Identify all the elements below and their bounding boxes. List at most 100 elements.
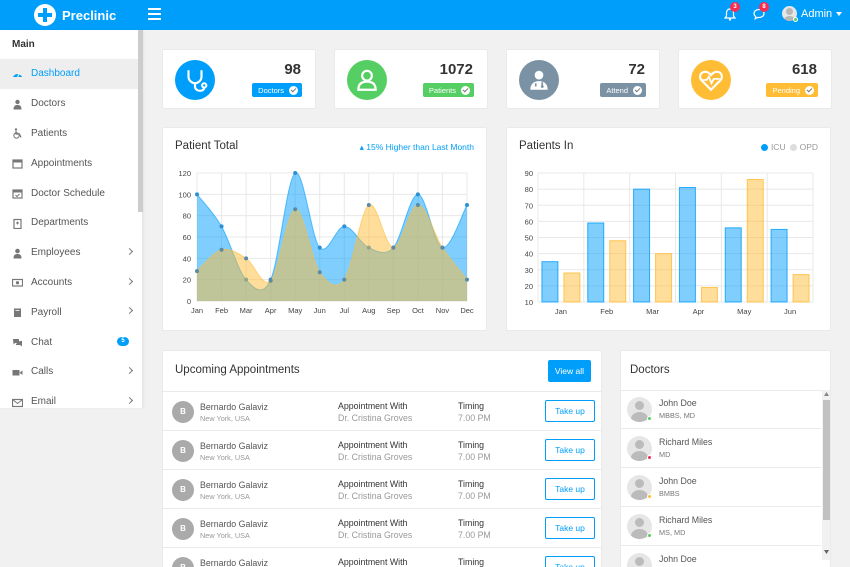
- doctor-name: Richard Miles: [659, 515, 713, 525]
- brand-logo[interactable]: Preclinic: [34, 4, 116, 26]
- stat-card-patients: 1072 Patients: [334, 49, 488, 109]
- take-up-button[interactable]: Take up: [545, 400, 595, 422]
- heartbeat-icon: [691, 60, 731, 100]
- y-tick-label: 60: [183, 233, 191, 242]
- doctor-degree: MBBS, MD: [659, 411, 696, 420]
- list-item[interactable]: Richard Miles MD: [621, 429, 821, 468]
- x-tick-label: Jun: [314, 306, 326, 315]
- take-up-button[interactable]: Take up: [545, 556, 595, 567]
- appointments-title: Upcoming Appointments: [175, 364, 300, 376]
- bar-icu: [587, 222, 605, 303]
- patient-location: New York, USA: [200, 492, 250, 501]
- bar-opd: [746, 178, 764, 303]
- series-0-point: [293, 171, 298, 175]
- sidebar-section-title: Main: [12, 39, 35, 50]
- bar-icu: [770, 228, 788, 303]
- bar-opd: [655, 253, 673, 303]
- chevron-right-icon: [125, 366, 134, 375]
- doctor-name: Richard Miles: [659, 437, 713, 447]
- timing-label: Timing: [458, 440, 485, 450]
- stat-value: 98: [284, 61, 301, 78]
- sidebar-item-email[interactable]: Email: [0, 387, 142, 408]
- list-item[interactable]: John Doe: [621, 546, 821, 567]
- bar-opd: [609, 240, 627, 303]
- x-tick-label: Mar: [646, 307, 659, 316]
- sidebar-scrollbar[interactable]: [138, 30, 143, 212]
- sidebar-item-chat[interactable]: Chat 5: [0, 327, 142, 357]
- sidebar-item-accounts[interactable]: Accounts: [0, 268, 142, 298]
- view-all-button[interactable]: View all: [547, 360, 591, 382]
- sidebar-item-label: Payroll: [31, 306, 62, 318]
- take-up-button[interactable]: Take up: [545, 478, 595, 500]
- series-1-point: [391, 245, 396, 250]
- sidebar-item-label: Calls: [31, 366, 54, 378]
- take-up-button[interactable]: Take up: [545, 517, 595, 539]
- stat-value: 72: [628, 61, 645, 78]
- timing-label: Timing: [458, 518, 485, 528]
- doctor-avatar-icon: [519, 60, 559, 100]
- sidebar-item-departments[interactable]: Departments: [0, 208, 142, 238]
- x-tick-label: Mar: [240, 306, 253, 315]
- scroll-down-arrow-icon[interactable]: [823, 549, 830, 555]
- sidebar-item-label: Doctors: [31, 98, 66, 110]
- series-1-point: [244, 256, 249, 261]
- patient-name: Bernardo Galaviz: [200, 441, 268, 451]
- sidebar-item-dashboard[interactable]: Dashboard: [0, 59, 142, 89]
- y-tick-label: 20: [525, 282, 533, 291]
- sidebar-item-label: Appointments: [31, 157, 93, 169]
- patient-location: New York, USA: [200, 453, 250, 462]
- table-row: B Bernardo Galaviz New York, USA Appointmen…: [163, 470, 601, 509]
- status-dot: [647, 416, 652, 421]
- appointment-doctor: Dr. Cristina Groves: [338, 452, 413, 462]
- higher-note-text: 15% Higher than Last Month: [366, 142, 474, 152]
- patient-location: New York, USA: [200, 414, 250, 423]
- y-tick-label: 30: [525, 266, 533, 275]
- avatar: B: [172, 440, 194, 462]
- sidebar-item-calls[interactable]: Calls: [0, 357, 142, 387]
- scroll-up-arrow-icon[interactable]: [823, 391, 830, 397]
- x-tick-label: Feb: [215, 306, 228, 315]
- series-1-point: [366, 203, 371, 207]
- sidebar-item-label: Chat: [31, 336, 53, 348]
- x-tick-label: Apr: [693, 307, 705, 316]
- appointment-time: 7.00 PM: [458, 491, 491, 501]
- video-icon: [12, 367, 23, 377]
- sidebar-item-doctor-schedule[interactable]: Doctor Schedule: [0, 178, 142, 208]
- appointment-doctor: Dr. Cristina Groves: [338, 491, 413, 501]
- appointment-with-label: Appointment With: [338, 479, 408, 489]
- hospital-icon: [12, 218, 23, 229]
- stat-label: Pending: [772, 85, 800, 95]
- x-tick-label: Oct: [412, 306, 425, 315]
- bell-icon[interactable]: 3: [723, 2, 740, 22]
- y-tick-label: 120: [178, 169, 191, 178]
- comment-icon[interactable]: 8: [753, 2, 769, 22]
- bar-icu: [724, 227, 742, 303]
- list-item[interactable]: Richard Miles MS, MD: [621, 507, 821, 546]
- table-row: B Bernardo Galaviz New York, USA Appointmen…: [163, 431, 601, 470]
- stat-card-attend: 72 Attend: [506, 49, 660, 109]
- sidebar: Main Dashboard Doctors Patients Appointment…: [0, 30, 143, 408]
- patients-in-card: Patients In ICU OPD 10 20 30 40 50 60 70 80 90 Ja…: [506, 127, 831, 331]
- sidebar-item-payroll[interactable]: Payroll: [0, 297, 142, 327]
- list-item[interactable]: John Doe MBBS, MD: [621, 390, 821, 429]
- menu-toggle-icon[interactable]: [148, 8, 161, 20]
- stat-label: Doctors: [258, 85, 284, 95]
- list-item[interactable]: John Doe BMBS: [621, 468, 821, 507]
- sidebar-item-patients[interactable]: Patients: [0, 119, 142, 149]
- patients-in-legend: ICU OPD: [760, 142, 818, 152]
- bar-opd: [563, 272, 581, 303]
- chevron-right-icon: [125, 396, 134, 404]
- user-menu[interactable]: Admin: [782, 6, 843, 21]
- appointment-with-label: Appointment With: [338, 518, 408, 528]
- money-icon: [11, 277, 24, 288]
- doctors-scrollbar-thumb[interactable]: [823, 400, 830, 520]
- series-0-point: [415, 192, 420, 197]
- sidebar-item-appointments[interactable]: Appointments: [0, 148, 142, 178]
- sidebar-item-employees[interactable]: Employees: [0, 238, 142, 268]
- series-0-point: [465, 203, 469, 207]
- patient-name: Bernardo Galaviz: [200, 480, 268, 490]
- sidebar-item-doctors[interactable]: Doctors: [0, 89, 142, 119]
- user-name: Admin: [801, 7, 833, 20]
- user-icon: [12, 248, 23, 259]
- take-up-button[interactable]: Take up: [545, 439, 595, 461]
